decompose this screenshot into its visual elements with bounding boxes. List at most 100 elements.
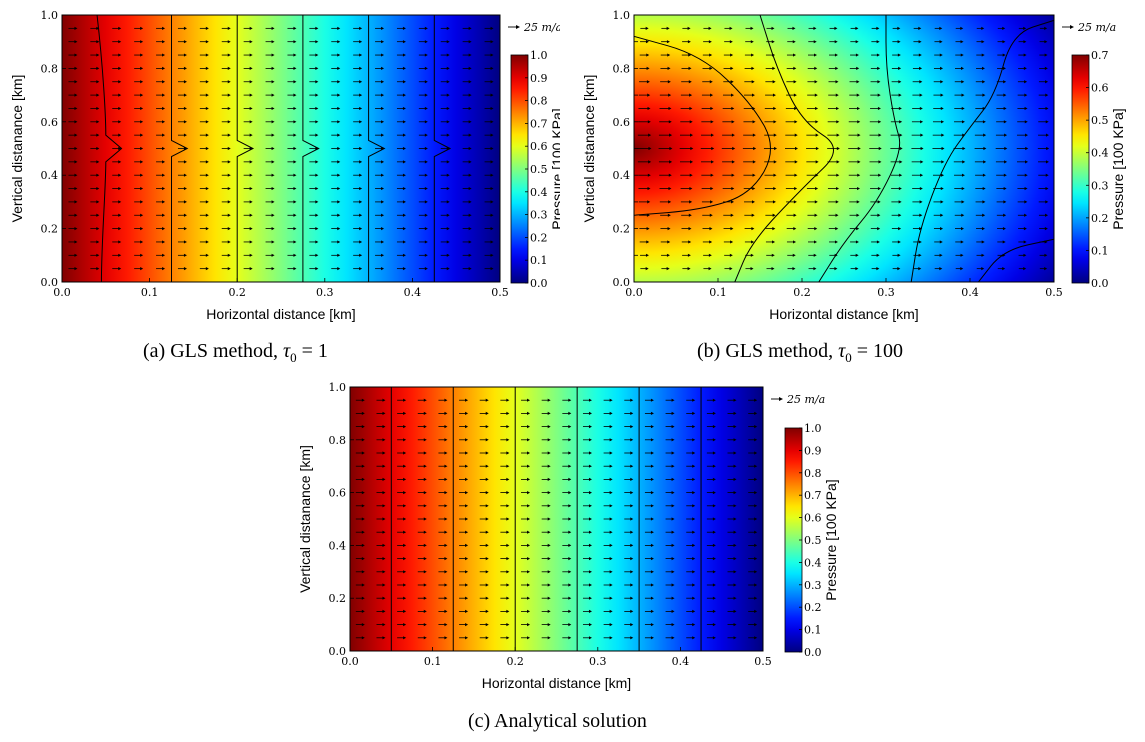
quiver-arrow xyxy=(438,411,448,415)
quiver-arrow xyxy=(500,451,510,455)
quiver-arrow xyxy=(727,570,737,574)
quiver-arrow xyxy=(639,240,650,244)
caption-a-sub: 0 xyxy=(290,350,297,365)
quiver-arrow xyxy=(721,146,736,151)
quiver-arrow xyxy=(706,623,716,627)
quiver-arrow xyxy=(582,530,592,534)
quiver-arrow xyxy=(912,186,923,191)
quiver-arrow xyxy=(355,596,365,600)
quiver-arrow xyxy=(309,213,319,217)
quiver-arrow xyxy=(331,146,341,151)
quiver-arrow xyxy=(243,133,253,137)
x-tick-label: 0.3 xyxy=(877,286,895,299)
quiver-arrow xyxy=(541,636,551,640)
quiver-arrow xyxy=(745,40,754,44)
quiver-arrow xyxy=(748,477,758,481)
quiver-arrow xyxy=(644,530,654,534)
quiver-arrow xyxy=(806,120,819,124)
quiver-arrow xyxy=(975,186,986,191)
quiver-arrow xyxy=(603,596,613,600)
quiver-arrow xyxy=(375,93,385,97)
quiver-arrow xyxy=(681,213,692,217)
x-tick-label: 0.1 xyxy=(424,655,442,668)
quiver-arrow xyxy=(375,213,385,217)
quiver-arrow xyxy=(221,186,231,191)
quiver-arrow xyxy=(177,160,187,164)
colorbar-tick-label: 0.1 xyxy=(530,254,548,267)
quiver-arrow xyxy=(785,186,798,191)
quiver-arrow xyxy=(665,451,675,455)
quiver-arrow xyxy=(484,26,494,30)
quiver-arrow xyxy=(199,200,209,204)
quiver-arrow xyxy=(562,504,572,508)
quiver-arrow xyxy=(112,227,122,231)
quiver-arrow xyxy=(396,227,406,231)
quiver-arrow xyxy=(644,425,654,429)
caption-a: (a) GLS method, τ0 = 1 xyxy=(143,340,328,366)
quiver-arrow xyxy=(134,120,144,124)
quiver-arrow xyxy=(397,596,407,600)
quiver-arrow xyxy=(723,66,734,70)
quiver-arrow xyxy=(462,26,472,30)
quiver-arrow xyxy=(766,267,775,271)
quiver-arrow xyxy=(375,200,385,204)
quiver-arrow xyxy=(459,425,469,429)
x-tick-label: 0.3 xyxy=(316,286,334,299)
quiver-arrow xyxy=(462,146,472,151)
quiver-arrow xyxy=(438,504,448,508)
y-tick-label: 1.0 xyxy=(613,9,631,22)
quiver-arrow xyxy=(90,53,100,57)
colorbar-tick-label: 0.0 xyxy=(1091,277,1109,290)
quiver-arrow xyxy=(417,583,427,587)
quiver-arrow xyxy=(603,438,613,442)
colorbar-tick-label: 0.1 xyxy=(1091,244,1109,257)
quiver-arrow xyxy=(134,106,144,111)
quiver-arrow xyxy=(785,146,798,151)
quiver-arrow xyxy=(459,438,469,442)
quiver-arrow xyxy=(1038,213,1049,217)
quiver-arrow xyxy=(462,40,472,44)
quiver-arrow xyxy=(624,438,634,442)
quiver-arrow xyxy=(786,66,797,70)
quiver-arrow xyxy=(90,80,100,84)
quiver-arrow xyxy=(582,636,592,640)
quiver-arrow xyxy=(90,173,100,177)
quiver-arrow xyxy=(974,133,987,137)
quiver-arrow xyxy=(727,477,737,481)
quiver-arrow xyxy=(397,504,407,508)
quiver-arrow xyxy=(891,186,902,191)
y-tick-label: 0.8 xyxy=(613,62,631,75)
quiver-arrow xyxy=(1017,93,1028,97)
quiver-arrow xyxy=(748,491,758,495)
quiver-arrow xyxy=(68,160,78,164)
quiver-arrow xyxy=(743,160,756,164)
quiver-arrow xyxy=(975,200,986,204)
quiver-arrow xyxy=(562,583,572,587)
quiver-arrow xyxy=(440,160,450,164)
quiver-arrow xyxy=(869,160,882,164)
quiver-arrow xyxy=(309,186,319,191)
caption-a-tau: τ xyxy=(282,340,291,362)
quiver-arrow xyxy=(265,80,275,84)
quiver-arrow xyxy=(703,40,712,44)
quiver-arrow xyxy=(727,451,737,455)
quiver-arrow xyxy=(848,173,861,177)
quiver-arrow xyxy=(706,398,716,402)
quiver-arrow xyxy=(521,425,531,429)
quiver-arrow xyxy=(913,253,922,257)
quiver-arrow xyxy=(954,106,965,111)
y-tick-label: 0.6 xyxy=(329,487,347,500)
quiver-arrow xyxy=(934,240,943,244)
quiver-arrow xyxy=(745,26,754,30)
quiver-arrow xyxy=(849,106,860,111)
quiver-arrow xyxy=(934,267,943,271)
quiver-arrow xyxy=(397,464,407,468)
quiver-arrow xyxy=(397,543,407,547)
quiver-arrow xyxy=(375,120,385,124)
quiver-arrow xyxy=(603,583,613,587)
quiver-arrow xyxy=(765,213,776,217)
quiver-arrow xyxy=(603,491,613,495)
quiver-arrow xyxy=(639,66,650,70)
quiver-arrow xyxy=(331,26,341,30)
quiver-arrow xyxy=(355,557,365,561)
